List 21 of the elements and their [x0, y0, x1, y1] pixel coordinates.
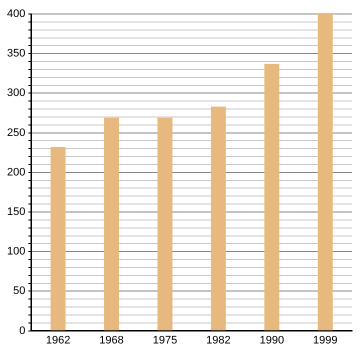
bar — [318, 14, 333, 330]
y-tick-label: 400 — [6, 8, 26, 20]
bar — [210, 106, 226, 330]
y-tick-label: 300 — [6, 87, 26, 100]
x-tick-label: 1982 — [206, 334, 231, 346]
y-tick-label: 250 — [6, 126, 26, 139]
x-tick-label: 1962 — [46, 334, 70, 346]
bar — [157, 118, 172, 330]
y-tick-label: 50 — [13, 285, 26, 298]
bar — [50, 147, 66, 330]
y-tick-label: 150 — [6, 206, 26, 218]
x-tick-label: 1975 — [152, 334, 178, 346]
x-tick-label: 1990 — [260, 334, 284, 346]
y-tick-label: 100 — [6, 246, 26, 258]
y-tick-label: 200 — [6, 166, 26, 178]
y-tick-label: 350 — [6, 48, 26, 60]
bar — [264, 64, 280, 330]
bar — [104, 118, 119, 330]
x-tick-label: 1999 — [313, 334, 338, 346]
x-tick-label: 1968 — [99, 334, 124, 346]
y-tick-label: 0 — [19, 324, 26, 337]
